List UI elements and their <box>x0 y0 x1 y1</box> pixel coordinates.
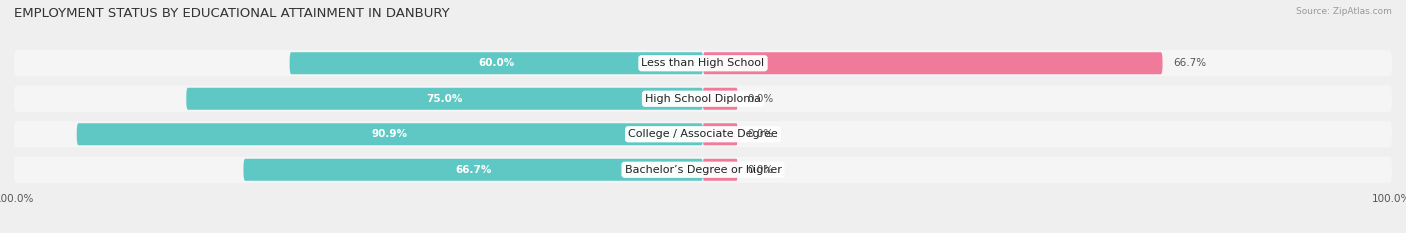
FancyBboxPatch shape <box>14 157 1392 183</box>
Text: 66.7%: 66.7% <box>1173 58 1206 68</box>
Text: Bachelor’s Degree or higher: Bachelor’s Degree or higher <box>624 165 782 175</box>
Text: 75.0%: 75.0% <box>426 94 463 104</box>
Text: College / Associate Degree: College / Associate Degree <box>628 129 778 139</box>
FancyBboxPatch shape <box>703 88 738 110</box>
Text: Less than High School: Less than High School <box>641 58 765 68</box>
Text: EMPLOYMENT STATUS BY EDUCATIONAL ATTAINMENT IN DANBURY: EMPLOYMENT STATUS BY EDUCATIONAL ATTAINM… <box>14 7 450 20</box>
FancyBboxPatch shape <box>243 159 703 181</box>
FancyBboxPatch shape <box>77 123 703 145</box>
FancyBboxPatch shape <box>14 86 1392 112</box>
Text: High School Diploma: High School Diploma <box>645 94 761 104</box>
FancyBboxPatch shape <box>703 123 738 145</box>
FancyBboxPatch shape <box>703 159 738 181</box>
FancyBboxPatch shape <box>703 52 1163 74</box>
FancyBboxPatch shape <box>14 121 1392 147</box>
Text: 60.0%: 60.0% <box>478 58 515 68</box>
FancyBboxPatch shape <box>186 88 703 110</box>
Text: Source: ZipAtlas.com: Source: ZipAtlas.com <box>1296 7 1392 16</box>
Text: 66.7%: 66.7% <box>456 165 492 175</box>
FancyBboxPatch shape <box>14 50 1392 76</box>
Text: 0.0%: 0.0% <box>748 94 775 104</box>
Text: 0.0%: 0.0% <box>748 129 775 139</box>
Text: 0.0%: 0.0% <box>748 165 775 175</box>
FancyBboxPatch shape <box>290 52 703 74</box>
Text: 90.9%: 90.9% <box>371 129 408 139</box>
